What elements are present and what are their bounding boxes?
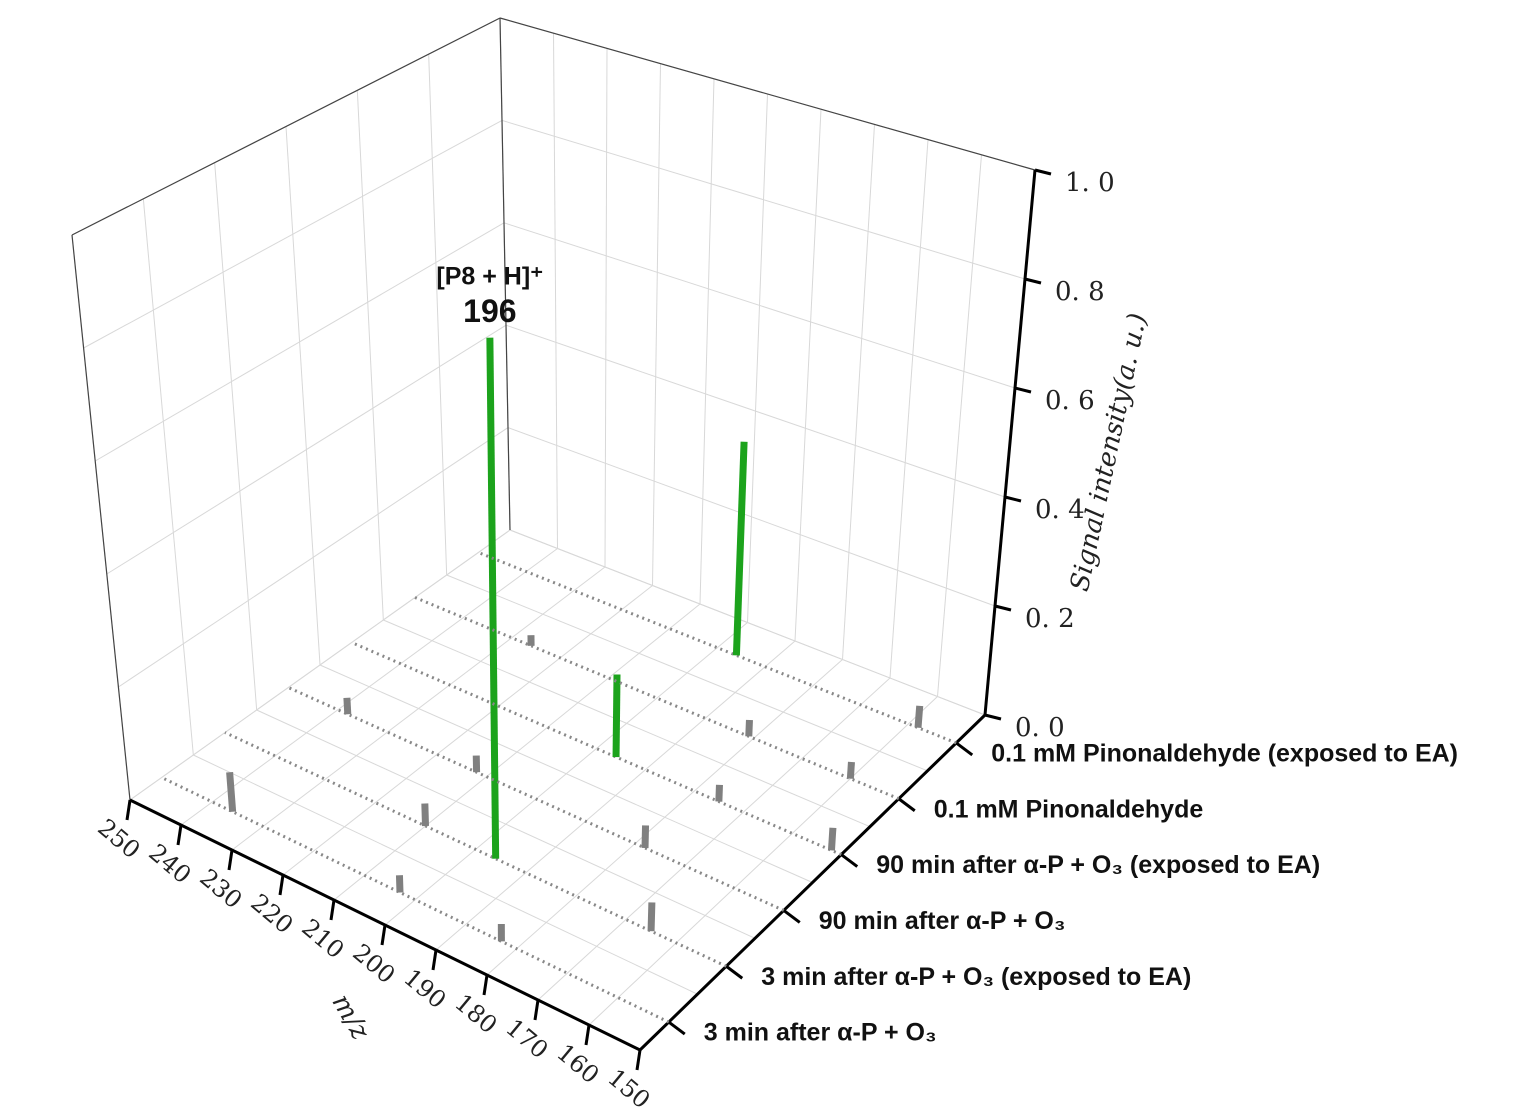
z-tick-label: 1. 0	[1065, 168, 1115, 198]
grid-line	[889, 139, 929, 679]
series-tick	[667, 1020, 686, 1036]
grid-line	[794, 109, 822, 642]
peak	[914, 705, 924, 728]
grid-line	[747, 93, 768, 623]
grid-line	[652, 63, 661, 586]
x-tick-label: 180	[449, 988, 502, 1039]
x-tick	[533, 999, 540, 1021]
wall-grid	[428, 54, 448, 576]
series-label: 90 min after α-P + O₃ (exposed to EA)	[876, 851, 1320, 879]
series-baseline	[287, 686, 785, 912]
z-tick	[1014, 386, 1032, 394]
peak	[745, 719, 753, 737]
series-tick	[782, 909, 801, 924]
series-label: 0.1 mM Pinonaldehyde	[934, 795, 1204, 823]
z-tick-label: 0. 2	[1025, 604, 1075, 634]
peak	[226, 771, 237, 813]
x-tick	[431, 949, 438, 971]
x-tick	[482, 974, 489, 996]
x-tick	[227, 849, 234, 871]
floor-grid	[256, 709, 756, 939]
series-label: 0.1 mM Pinonaldehyde (exposed to EA)	[991, 740, 1458, 768]
x-tick	[584, 1024, 591, 1046]
peak	[343, 697, 352, 715]
x-tick-label: 190	[398, 963, 451, 1014]
floor-grid	[383, 619, 871, 828]
floor-grid	[193, 754, 698, 995]
frame	[71, 17, 501, 236]
z-tick	[1024, 277, 1042, 285]
x-tick	[125, 799, 132, 821]
series-tick	[725, 965, 744, 980]
peak	[612, 674, 621, 758]
annotation: 196	[463, 293, 516, 329]
x-tick-label: 220	[245, 888, 298, 939]
grid-line	[937, 154, 982, 697]
grid-line	[699, 78, 715, 605]
series-label: 3 min after α-P + O₃ (exposed to EA)	[761, 963, 1191, 991]
x-tick-label: 250	[92, 813, 145, 864]
frame	[71, 234, 131, 801]
x-tick-label: 230	[194, 863, 247, 914]
grid-line	[842, 124, 875, 660]
peak	[846, 761, 855, 779]
annotation: [P8 + H]⁺	[436, 262, 543, 290]
peak	[486, 337, 500, 859]
series-tick	[897, 797, 916, 812]
wall-grid	[285, 126, 321, 666]
wall-grid	[142, 198, 194, 756]
z-axis-label: Signal intensity(a. u.)	[1065, 311, 1153, 594]
z-tick	[1004, 495, 1022, 503]
x-axis-label: m/z	[326, 989, 376, 1045]
x-tick-label: 150	[602, 1063, 655, 1109]
peak	[421, 803, 429, 827]
floor-grid	[446, 574, 928, 772]
series-tick	[840, 853, 859, 868]
series-axis	[638, 713, 987, 1052]
z-tick-label: 0. 4	[1035, 495, 1085, 525]
z-tick	[984, 713, 1002, 721]
x-tick	[176, 824, 183, 846]
series-baseline	[161, 776, 670, 1024]
x-tick	[329, 899, 336, 921]
peak	[641, 825, 650, 849]
series-label: 90 min after α-P + O₃	[819, 907, 1066, 935]
wall-grid	[214, 162, 258, 711]
x-tick-label: 170	[500, 1013, 553, 1064]
series-label: 3 min after α-P + O₃	[704, 1019, 937, 1047]
floor-grid	[509, 529, 986, 716]
wall-grid	[356, 90, 384, 621]
peak	[732, 441, 748, 656]
x-tick-label: 160	[551, 1038, 604, 1089]
x-tick	[380, 924, 387, 946]
z-tick-label: 0. 6	[1045, 386, 1095, 416]
z-tick	[994, 604, 1012, 612]
z-axis	[983, 169, 1037, 716]
grid-line	[553, 33, 558, 549]
series-baseline	[351, 641, 842, 856]
peak	[827, 827, 837, 851]
x-tick	[635, 1049, 642, 1071]
z-tick-label: 0. 8	[1055, 277, 1105, 307]
peak	[715, 784, 723, 802]
grid-line	[604, 48, 608, 568]
frame	[499, 17, 511, 531]
x-tick-label: 210	[296, 913, 349, 964]
floor-grid	[319, 664, 813, 883]
frame	[499, 17, 1036, 171]
z-tick	[1034, 168, 1052, 176]
series-baseline	[224, 731, 727, 968]
z-tick-label: 0. 0	[1015, 713, 1065, 743]
series-tick	[955, 741, 974, 757]
series-baseline	[477, 551, 957, 745]
peak	[647, 902, 656, 932]
x-tick-label: 240	[143, 838, 196, 889]
x-tick	[278, 874, 285, 896]
x-tick-label: 200	[347, 938, 400, 989]
peak	[395, 875, 404, 893]
